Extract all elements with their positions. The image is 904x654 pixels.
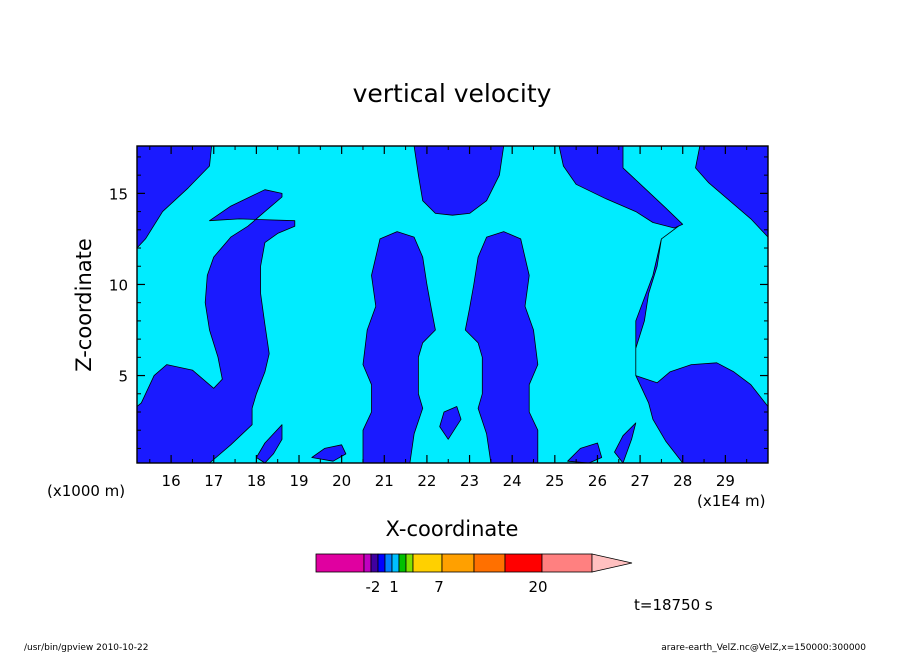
y-axis-ticks: 5 10 15 xyxy=(109,156,768,449)
contour-region-6 xyxy=(695,146,768,238)
colorbar-arrow xyxy=(591,553,633,573)
colorbar-tick-label: 7 xyxy=(434,578,444,596)
colorbar-segment xyxy=(441,553,475,573)
x-tick-label: 17 xyxy=(204,472,223,490)
contour-region-1 xyxy=(137,189,296,463)
contour-region-3 xyxy=(464,231,539,463)
contour-region-12 xyxy=(614,422,637,463)
colorbar-segment xyxy=(315,553,365,573)
colorbar-tick-labels: -2 1 7 20 xyxy=(366,578,548,596)
colorbar xyxy=(315,553,633,573)
time-annotation: t=18750 s xyxy=(634,596,713,614)
plot-frame xyxy=(136,145,769,464)
colorbar-segment xyxy=(398,553,407,573)
contour-region-0 xyxy=(137,146,213,249)
x-tick-label: 20 xyxy=(332,472,351,490)
contour-region-2 xyxy=(362,231,436,463)
y-tick-label: 15 xyxy=(109,185,128,203)
x-tick-label: 24 xyxy=(503,472,522,490)
y-tick-label: 5 xyxy=(118,368,128,386)
colorbar-segment xyxy=(412,553,443,573)
colorbar-segment xyxy=(363,553,372,573)
contour-regions xyxy=(137,146,768,463)
footer-left: /usr/bin/gpview 2010-10-22 xyxy=(24,643,148,653)
contour-region-4 xyxy=(413,146,505,216)
x-tick-label: 21 xyxy=(375,472,394,490)
contour-region-7 xyxy=(635,225,768,463)
plot-area: 16 17 18 19 20 21 22 23 24 25 26 27 28 29 5 10 15 xyxy=(109,145,769,490)
colorbar-segment xyxy=(391,553,400,573)
colorbar-segment xyxy=(405,553,414,573)
colorbar-tick-label: 1 xyxy=(389,578,399,596)
x-tick-label: 16 xyxy=(162,472,181,490)
colorbar-segment xyxy=(384,553,393,573)
colorbar-segment xyxy=(541,553,593,573)
x-tick-label: 19 xyxy=(289,472,308,490)
colorbar-segment xyxy=(473,553,506,573)
colorbar-tick-label: -2 xyxy=(366,578,381,596)
x-axis-title: X-coordinate xyxy=(386,517,519,541)
x-tick-label: 18 xyxy=(247,472,266,490)
x-tick-label: 27 xyxy=(631,472,650,490)
y-tick-label: 10 xyxy=(109,276,128,294)
chart-title: vertical velocity xyxy=(353,79,552,108)
x-unit-left-label: (x1000 m) xyxy=(47,482,125,500)
x-axis-ticks: 16 17 18 19 20 21 22 23 24 25 26 27 28 29 xyxy=(149,146,748,490)
x-tick-label: 29 xyxy=(716,472,735,490)
colorbar-segment xyxy=(377,553,386,573)
x-tick-label: 23 xyxy=(460,472,479,490)
contour-region-9 xyxy=(311,444,347,462)
y-axis-title: Z-coordinate xyxy=(72,238,96,372)
contour-region-8 xyxy=(255,424,283,463)
x-tick-label: 25 xyxy=(545,472,564,490)
x-unit-right-label: (x1E4 m) xyxy=(697,492,766,510)
footer-right: arare-earth_VelZ.nc@VelZ,x=150000:300000 xyxy=(661,643,866,653)
x-tick-label: 26 xyxy=(588,472,607,490)
contour-region-10 xyxy=(439,406,462,440)
x-tick-label: 28 xyxy=(673,472,692,490)
colorbar-segment xyxy=(370,553,379,573)
x-tick-label: 22 xyxy=(417,472,436,490)
contour-region-5 xyxy=(558,146,684,229)
colorbar-segment xyxy=(504,553,543,573)
colorbar-tick-label: 20 xyxy=(528,578,547,596)
